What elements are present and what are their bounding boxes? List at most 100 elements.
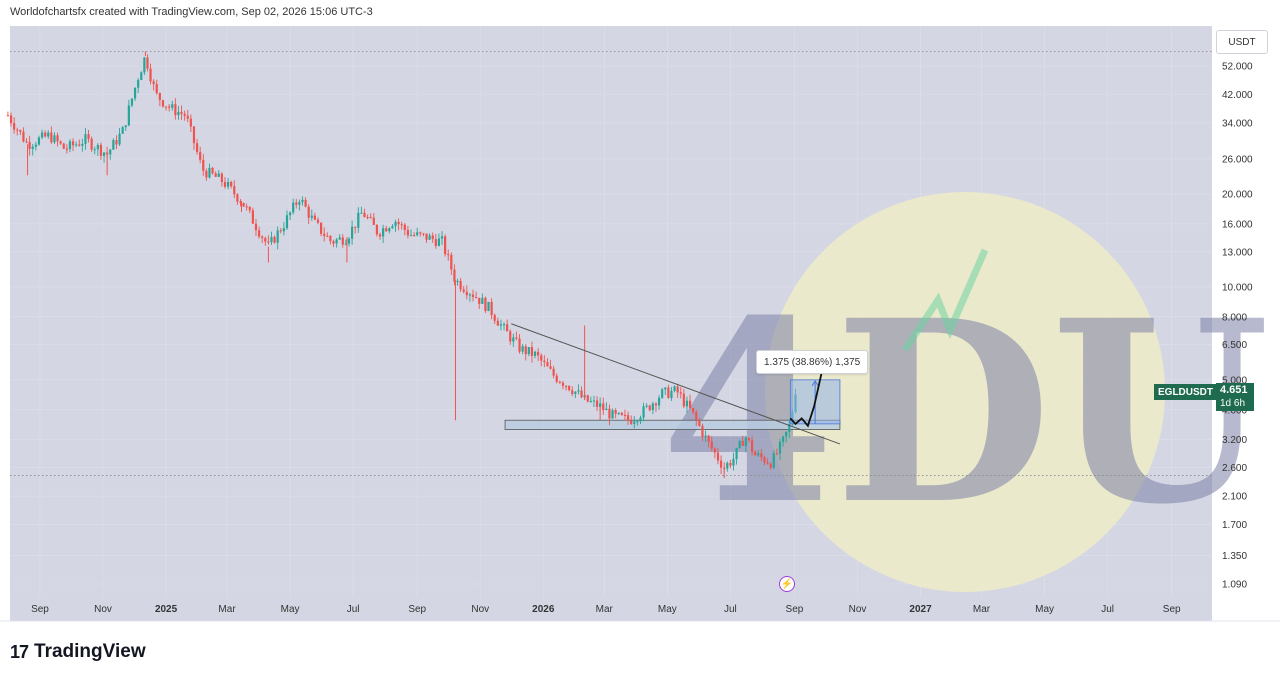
candle-body: [375, 224, 379, 235]
candle-body: [419, 232, 422, 234]
candle-body: [56, 135, 59, 142]
candle-body: [611, 410, 614, 419]
currency-selector[interactable]: USDT: [1216, 30, 1268, 54]
candle-body: [487, 301, 490, 311]
x-tick-label: Sep: [408, 604, 426, 615]
x-tick-label: Nov: [849, 604, 867, 615]
y-tick-label: 10.000: [1222, 282, 1253, 293]
tradingview-brand-text: TradingView: [34, 641, 146, 662]
x-tick-label: Mar: [973, 604, 991, 615]
tradingview-logo[interactable]: 17 TradingView: [10, 640, 146, 664]
candle-body: [31, 146, 34, 149]
drawings[interactable]: [511, 323, 841, 445]
watermark-text: 4DU: [661, 265, 1270, 559]
candle-body: [236, 194, 239, 202]
candle-body: [710, 441, 713, 449]
trendline[interactable]: [511, 323, 841, 445]
candle-body: [391, 226, 394, 229]
candle-body: [574, 391, 577, 394]
dotted-levels: [10, 50, 1212, 476]
candle-body: [481, 297, 484, 304]
candle-body: [257, 230, 261, 237]
candle-body: [44, 132, 47, 137]
y-tick-label: 20.000: [1222, 190, 1253, 201]
candle-body: [506, 324, 509, 332]
candle-body: [422, 233, 425, 235]
candle-body: [763, 457, 766, 463]
y-tick-label: 6.500: [1222, 340, 1247, 351]
candle-body: [65, 148, 68, 150]
candle-body: [78, 144, 81, 146]
x-tick-label: Mar: [218, 604, 236, 615]
candle-body: [99, 144, 103, 156]
candle-body: [140, 72, 143, 81]
candle-body: [747, 437, 751, 441]
candle-body: [248, 206, 251, 211]
candle-body: [310, 215, 313, 218]
candle-body: [220, 173, 223, 183]
candle-body: [577, 390, 580, 392]
candle-body: [484, 297, 487, 311]
candle-body: [168, 106, 171, 108]
candle-body: [726, 463, 729, 469]
candle-body: [319, 222, 323, 234]
candle-body: [518, 338, 521, 352]
candle-body: [189, 118, 192, 127]
candle-body: [295, 202, 298, 205]
candle-body: [133, 87, 137, 99]
candle-body: [372, 217, 375, 225]
candle-body: [323, 233, 326, 236]
candle-body: [775, 453, 778, 455]
candle-body: [493, 315, 496, 321]
projection-path[interactable]: [789, 369, 824, 428]
support-zone-rect[interactable]: [504, 419, 841, 430]
candle-body: [233, 186, 236, 195]
candle-body: [512, 337, 515, 342]
support-zone[interactable]: [504, 419, 841, 430]
candle-body: [282, 228, 285, 232]
time-axis[interactable]: Sep Nov 2025 Mar May Jul Sep Nov 2026 Mar May Jul Se…: [31, 604, 1181, 615]
candle-body: [670, 391, 673, 398]
lightning-icon[interactable]: ⚡: [779, 576, 795, 592]
x-tick-label: May: [281, 604, 300, 615]
candle-body: [192, 126, 196, 144]
x-tick-label: May: [1035, 604, 1054, 615]
candle-body: [53, 135, 56, 143]
candle-body: [307, 206, 310, 218]
candle-body: [698, 419, 701, 426]
candle-body: [595, 400, 599, 407]
candle-body: [279, 230, 282, 232]
x-tick-label: Jul: [347, 604, 360, 615]
candle-body: [459, 280, 462, 290]
candle-body: [633, 421, 636, 424]
candle-body: [651, 403, 654, 411]
candle-body: [378, 234, 382, 237]
candle-body: [254, 223, 258, 231]
candle-body: [555, 375, 558, 382]
x-tick-label: 2026: [532, 604, 555, 615]
candle-body: [208, 167, 211, 178]
candle-body: [688, 400, 692, 409]
candle-body: [788, 424, 791, 432]
measure-label[interactable]: 1.375 (38.86%) 1,375: [756, 350, 869, 374]
candle-body: [440, 236, 444, 239]
candle-body: [719, 460, 723, 468]
candle-body: [580, 390, 583, 398]
candle-body: [465, 291, 468, 296]
candle-body: [499, 324, 503, 326]
candle-body: [62, 143, 65, 149]
candle-body: [146, 57, 149, 69]
last-price: 4.651: [1220, 384, 1248, 396]
candle-body: [757, 453, 760, 456]
candle-body: [568, 385, 571, 391]
candle-body: [261, 236, 264, 239]
chart-header: Worldofchartsfx created with TradingView…: [10, 6, 373, 18]
ticker-symbol-badge: EGLDUSDT: [1154, 384, 1217, 400]
x-tick-label: 2025: [155, 604, 178, 615]
x-tick-label: Jul: [1101, 604, 1114, 615]
candle-body: [589, 400, 592, 402]
x-tick-label: Sep: [31, 604, 49, 615]
candle-body: [729, 463, 732, 466]
candle-body: [462, 289, 465, 292]
candle-body: [571, 390, 574, 394]
